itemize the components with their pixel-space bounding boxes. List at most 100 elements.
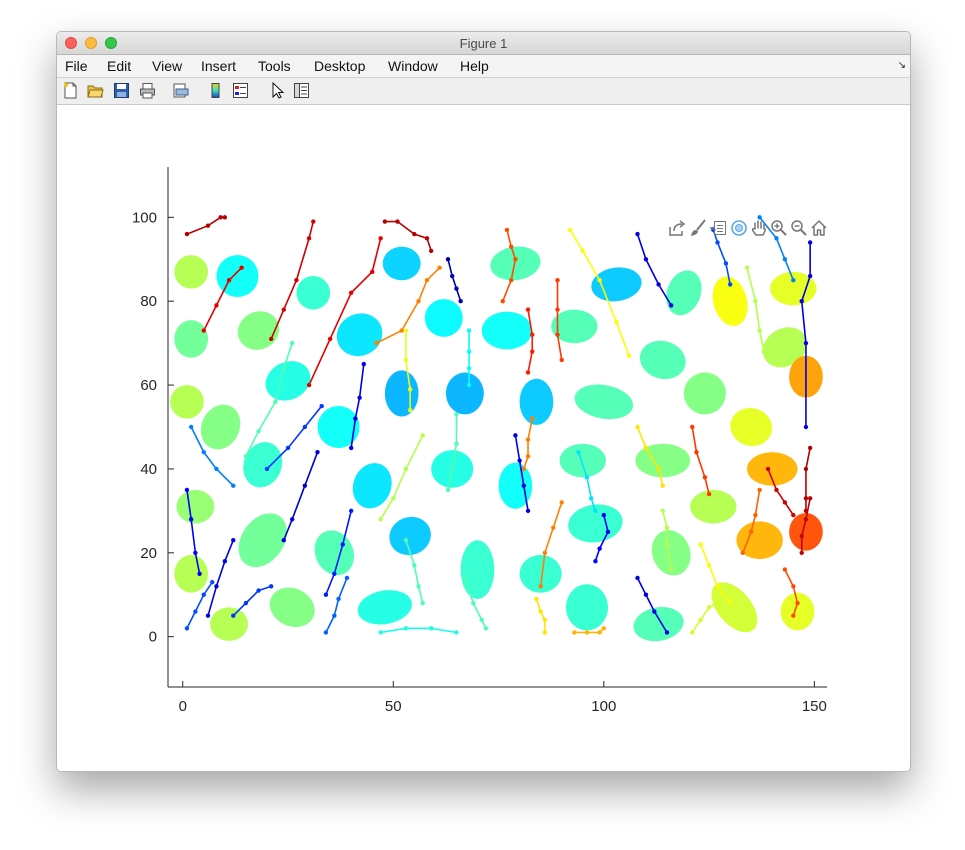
print-preview-icon[interactable] <box>172 82 189 99</box>
track-point <box>757 487 762 493</box>
cell-ellipse <box>174 320 209 358</box>
track-line <box>636 426 664 486</box>
maximize-button[interactable] <box>105 37 117 49</box>
track-point <box>210 579 215 585</box>
track-line <box>636 233 672 306</box>
track-point <box>744 265 750 270</box>
track-line <box>447 259 462 302</box>
track-point <box>311 219 316 224</box>
home-icon[interactable] <box>810 219 828 237</box>
figure-canvas[interactable]: 0 50 100 150 0 20 40 60 80 100 <box>57 105 910 771</box>
track-point <box>336 596 341 602</box>
track-point <box>706 491 712 497</box>
track-point <box>323 630 329 635</box>
track-point <box>306 236 312 241</box>
track-line <box>447 414 458 491</box>
property-inspector-icon[interactable] <box>293 82 310 99</box>
track-point <box>542 630 548 635</box>
track-point <box>668 303 674 308</box>
cell-ellipse <box>382 246 421 281</box>
close-button[interactable] <box>65 37 77 49</box>
track-point <box>694 449 699 455</box>
title-bar[interactable]: Figure 1 <box>57 32 910 55</box>
menu-desktop[interactable]: Desktop <box>314 58 366 74</box>
menu-help[interactable]: Help <box>460 58 489 74</box>
menu-tools[interactable]: Tools <box>258 58 291 74</box>
track-point <box>264 466 270 472</box>
cell-ellipse <box>789 512 823 551</box>
rotate-icon[interactable] <box>730 219 748 237</box>
track-point <box>391 496 396 501</box>
track-point <box>332 613 337 618</box>
data-tip-icon[interactable] <box>709 219 727 237</box>
track-point <box>319 403 324 409</box>
track-point <box>576 449 581 455</box>
track-line <box>325 510 352 596</box>
legend-icon[interactable] <box>232 82 249 99</box>
track-point <box>715 600 720 606</box>
track-point <box>605 529 611 535</box>
track-point <box>466 366 472 371</box>
track-point <box>184 626 190 631</box>
menubar-overflow-icon[interactable]: ↘ <box>897 60 906 71</box>
menu-window[interactable]: Window <box>388 58 438 74</box>
track-point <box>184 487 190 493</box>
zoom-in-icon[interactable] <box>770 219 788 237</box>
track-line <box>662 510 672 570</box>
save-icon[interactable] <box>113 82 130 99</box>
track-point <box>285 445 291 451</box>
open-file-icon[interactable] <box>87 82 104 99</box>
export-icon[interactable] <box>668 219 686 237</box>
track-point <box>302 483 308 488</box>
menu-file[interactable]: File <box>65 58 88 74</box>
scatter-plot[interactable]: 0 50 100 150 0 20 40 60 80 100 <box>57 105 910 771</box>
track-point <box>597 630 602 635</box>
track-point <box>698 617 703 623</box>
edit-plot-icon[interactable] <box>269 81 286 99</box>
y-tick-label: 40 <box>140 461 157 478</box>
figure-window: Figure 1 File Edit View Insert Tools Des… <box>56 31 911 772</box>
print-icon[interactable] <box>139 82 156 99</box>
track-point <box>315 449 320 455</box>
track-point <box>635 424 640 430</box>
track-line <box>384 220 432 252</box>
track-point <box>281 307 286 312</box>
cell-ellipse <box>690 489 737 524</box>
new-figure-icon[interactable] <box>62 82 79 99</box>
track-point <box>340 542 345 547</box>
cell-ellipse <box>296 276 331 310</box>
track-point <box>374 340 379 346</box>
track-point <box>597 278 602 283</box>
cell-ellipse <box>460 540 495 599</box>
track-point <box>782 257 788 262</box>
menu-view[interactable]: View <box>152 58 183 74</box>
track-line <box>325 577 348 633</box>
minimize-button[interactable] <box>85 37 97 49</box>
track-point <box>403 357 409 363</box>
colorbar-icon[interactable] <box>207 82 224 99</box>
track-line <box>767 468 794 516</box>
cell-ellipse <box>237 311 280 350</box>
track-point <box>332 571 337 576</box>
cell-ellipse <box>736 521 783 560</box>
cell-ellipse <box>174 255 209 289</box>
track-line <box>746 267 765 352</box>
pan-icon[interactable] <box>750 219 768 237</box>
zoom-out-icon[interactable] <box>790 219 808 237</box>
track-point <box>807 496 813 501</box>
track-line <box>207 539 235 616</box>
track-line <box>232 585 272 617</box>
track-point <box>525 307 531 312</box>
brush-icon[interactable] <box>689 219 707 237</box>
track-point <box>382 219 388 224</box>
track-point <box>412 563 417 568</box>
track-point <box>348 508 354 514</box>
track-point <box>193 550 198 556</box>
cell-ellipse <box>591 267 642 302</box>
menu-bar: File Edit View Insert Tools Desktop Wind… <box>57 55 910 78</box>
track-point <box>803 496 809 501</box>
menu-insert[interactable]: Insert <box>201 58 237 74</box>
cell-ellipse <box>780 592 815 631</box>
track-point <box>243 454 249 459</box>
menu-edit[interactable]: Edit <box>107 58 132 74</box>
